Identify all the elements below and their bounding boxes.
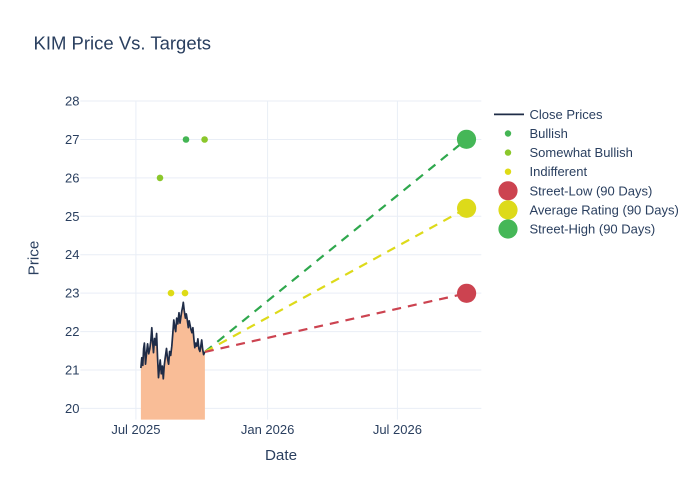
svg-text:27: 27 [65,132,79,147]
svg-text:Street-High (90 Days): Street-High (90 Days) [530,222,656,237]
svg-text:Jul 2026: Jul 2026 [373,422,422,437]
svg-text:Somewhat Bullish: Somewhat Bullish [530,145,633,160]
svg-text:Close Prices: Close Prices [530,107,603,122]
svg-text:23: 23 [65,286,79,301]
svg-text:Jul 2025: Jul 2025 [111,422,160,437]
svg-text:KIM Price Vs. Targets: KIM Price Vs. Targets [34,33,212,54]
svg-text:Jan 2026: Jan 2026 [241,422,295,437]
svg-text:26: 26 [65,170,79,185]
svg-text:Date: Date [265,447,297,464]
svg-text:Bullish: Bullish [530,126,568,141]
svg-text:24: 24 [65,247,79,262]
svg-text:Indifferent: Indifferent [530,164,588,179]
svg-text:Street-Low (90 Days): Street-Low (90 Days) [530,183,653,198]
svg-text:28: 28 [65,94,79,109]
svg-text:20: 20 [65,401,79,416]
svg-text:Average Rating (90 Days): Average Rating (90 Days) [530,202,679,217]
svg-text:25: 25 [65,209,79,224]
svg-text:21: 21 [65,363,79,378]
svg-text:Price: Price [26,241,43,276]
svg-text:22: 22 [65,324,79,339]
